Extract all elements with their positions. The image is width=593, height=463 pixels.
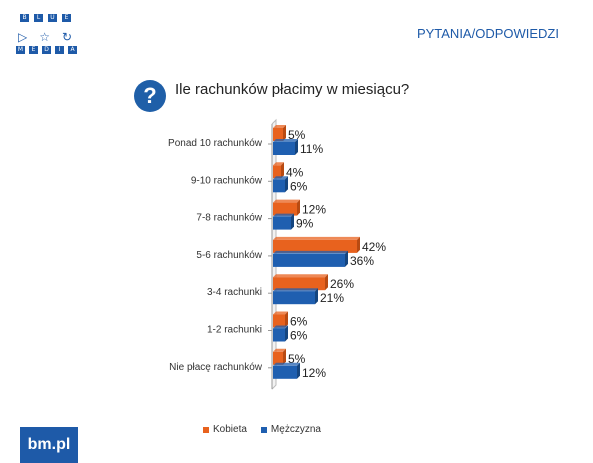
bar-side-face — [283, 125, 286, 141]
blue-media-logo: B L U E ▷ ☆ ↻ M E D I A — [16, 14, 80, 54]
bar-side-face — [345, 250, 348, 267]
legend-swatch-kobieta — [203, 426, 209, 433]
bar-top-face — [273, 250, 348, 254]
bar-top-face — [273, 288, 318, 292]
category-label: 3-4 rachunki — [207, 287, 262, 298]
star-icon: ☆ — [39, 30, 50, 44]
bar-side-face — [281, 162, 284, 179]
data-label: 11% — [300, 142, 323, 156]
bar-top-face — [273, 199, 300, 203]
bar-side-face — [291, 213, 294, 230]
bar-kobieta — [273, 277, 325, 291]
chart-legend: Kobieta Mężczyzna — [203, 424, 321, 435]
data-label: 5% — [288, 352, 306, 366]
bar-mezczyzna — [273, 328, 285, 342]
play-icon: ▷ — [18, 30, 28, 44]
data-label: 42% — [362, 240, 386, 254]
logo-letter: A — [68, 46, 77, 54]
category-label: 5-6 rachunków — [196, 250, 262, 261]
data-label: 9% — [296, 217, 314, 231]
bar-side-face — [325, 274, 328, 291]
question-text: Ile rachunków płacimy w miesiącu? — [175, 81, 410, 98]
bar-mezczyzna — [273, 291, 315, 305]
legend-label: Mężczyzna — [270, 424, 321, 435]
logo-letter: I — [55, 46, 64, 54]
bar-mezczyzna — [273, 365, 297, 379]
legend-label: Kobieta — [213, 424, 247, 435]
data-label: 36% — [350, 254, 374, 268]
legend-item-kobieta: Kobieta — [203, 424, 247, 435]
bar-side-face — [285, 311, 288, 328]
data-label: 6% — [290, 329, 308, 343]
bar-mezczyzna — [273, 179, 285, 193]
category-label: Nie płacę rachunków — [169, 362, 263, 373]
bar-top-face — [273, 236, 360, 240]
logo-letter: U — [48, 14, 57, 22]
bm-pl-logo: bm.pl — [20, 427, 78, 463]
bar-side-face — [297, 199, 300, 216]
data-label: 26% — [330, 277, 354, 291]
data-label: 6% — [290, 315, 308, 329]
bar-kobieta — [273, 165, 281, 179]
bar-top-face — [273, 348, 286, 352]
logo-icons: ▷ ☆ ↻ — [18, 30, 78, 44]
bar-mezczyzna — [273, 216, 291, 230]
bar-top-face — [273, 325, 288, 329]
bar-side-face — [315, 288, 318, 305]
logo-letter: E — [29, 46, 38, 54]
logo-letter: B — [20, 14, 29, 22]
logo-letter: L — [34, 14, 43, 22]
bar-kobieta — [273, 202, 297, 216]
bar-kobieta — [273, 128, 283, 141]
bar-mezczyzna — [273, 142, 295, 155]
bar-side-face — [297, 362, 300, 379]
data-label: 21% — [320, 291, 344, 305]
category-label: 7-8 rachunków — [196, 213, 262, 224]
data-label: 12% — [302, 203, 326, 217]
bar-top-face — [273, 162, 284, 166]
bar-top-face — [273, 125, 286, 128]
data-label: 5% — [288, 128, 306, 142]
bar-top-face — [273, 176, 288, 180]
bar-side-face — [285, 325, 288, 342]
question-icon: ? — [134, 80, 166, 112]
bar-side-face — [295, 139, 298, 155]
logo-letter: M — [16, 46, 25, 54]
bar-side-face — [283, 348, 286, 365]
bar-side-face — [285, 176, 288, 193]
refresh-icon: ↻ — [62, 30, 73, 44]
legend-item-mezczyzna: Mężczyzna — [260, 424, 321, 435]
bar-top-face — [273, 362, 300, 366]
bar-kobieta — [273, 351, 283, 365]
bar-top-face — [273, 274, 328, 278]
bar-top-face — [273, 139, 298, 142]
data-label: 12% — [302, 366, 326, 380]
bar-side-face — [357, 236, 360, 253]
bar-top-face — [273, 213, 294, 217]
logo-letter: D — [42, 46, 51, 54]
logo-letter: E — [62, 14, 71, 22]
bar-mezczyzna — [273, 253, 345, 267]
category-label: 9-10 rachunków — [191, 175, 263, 186]
data-label: 6% — [290, 179, 308, 193]
bar-kobieta — [273, 239, 357, 253]
bar-top-face — [273, 311, 288, 315]
section-title: PYTANIA/ODPOWIEDZI — [416, 26, 559, 41]
category-label: 1-2 rachunki — [207, 325, 262, 336]
data-label: 4% — [286, 165, 304, 179]
category-label: Ponad 10 rachunków — [168, 138, 263, 149]
legend-swatch-mezczyzna — [260, 426, 267, 433]
bar-kobieta — [273, 314, 285, 328]
